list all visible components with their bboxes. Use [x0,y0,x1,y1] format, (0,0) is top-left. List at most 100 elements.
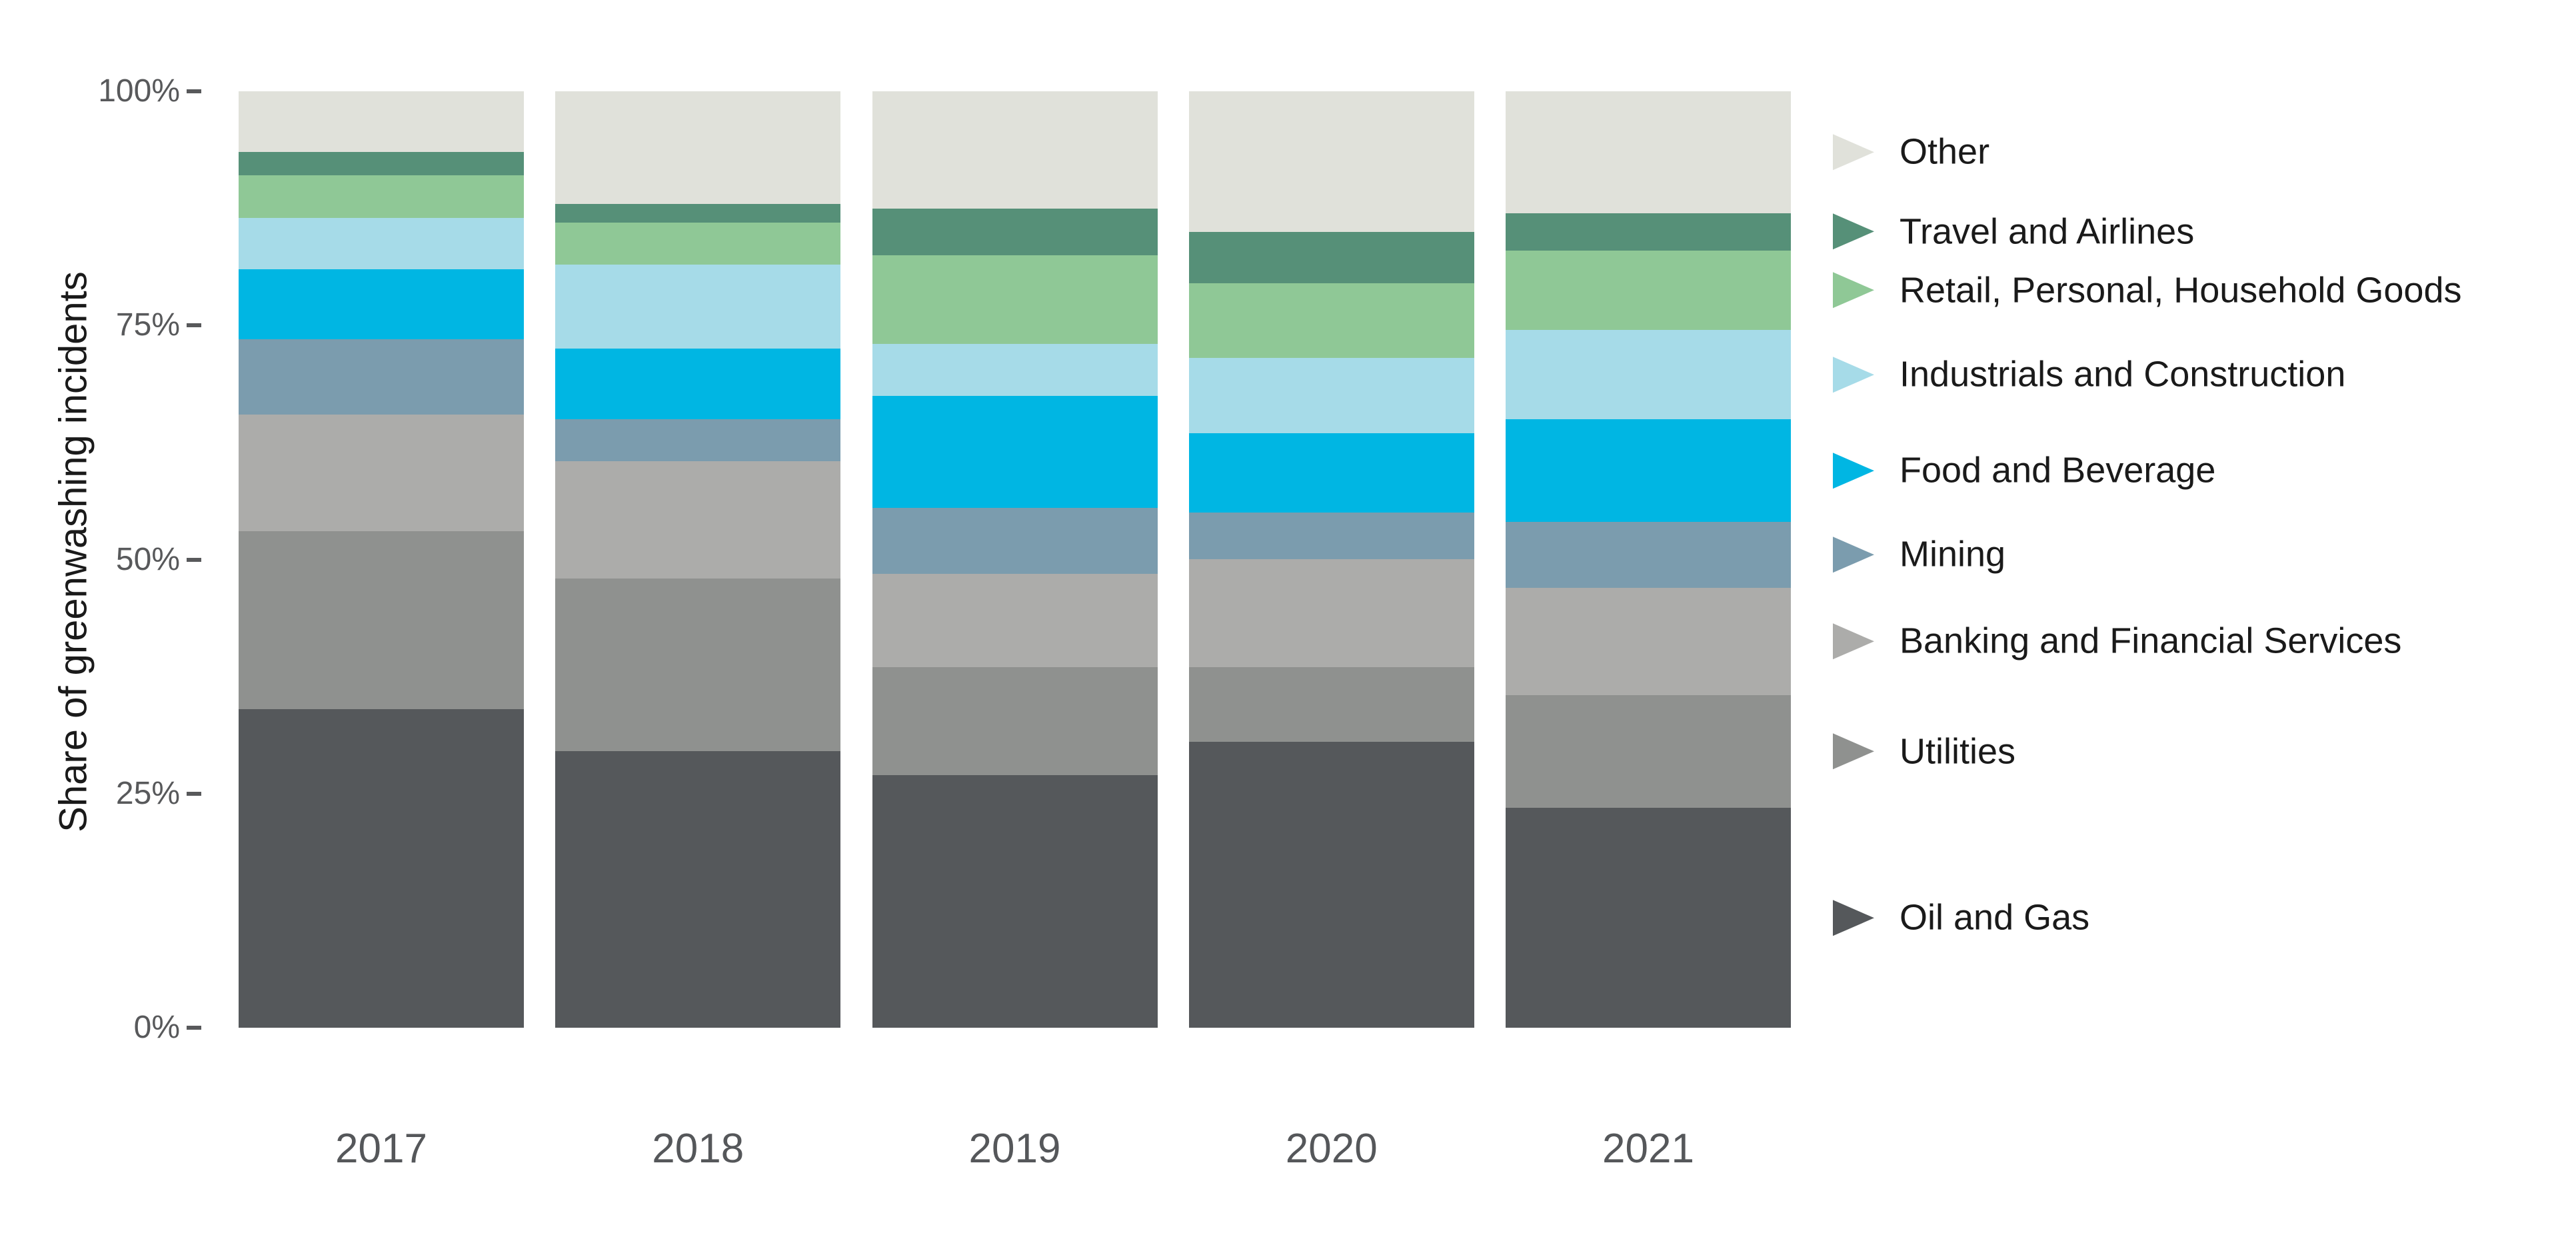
x-axis-label: 2017 [335,1126,427,1172]
bar-segment-other [1506,91,1791,213]
bar-segment-industrials-and-construction [555,264,841,349]
legend-label: Industrials and Construction [1900,354,2346,395]
legend-marker-triangle-icon [1833,537,1874,573]
bar-segment-retail-personal-household-goods [1506,250,1791,331]
plot-area [239,91,1791,1028]
bar-segment-food-and-beverage [1188,433,1474,513]
bar-segment-mining [872,508,1158,574]
legend-item-food-and-beverage: Food and Beverage [1833,450,2216,491]
bar-segment-mining [1506,522,1791,588]
bar-segment-banking-and-financial-services [239,414,524,532]
bar-segment-other [239,91,524,153]
y-tick-mark [187,557,201,562]
y-tick-mark [187,791,201,796]
legend-item-mining: Mining [1833,535,2005,575]
bar-2018 [555,91,841,1028]
legend-item-other: Other [1833,131,1990,172]
x-axis-label: 2021 [1602,1126,1694,1172]
bar-2019 [872,91,1158,1028]
legend: Other Travel and Airlines Retail, Personal… [1833,91,2574,1028]
bar-2021 [1506,91,1791,1028]
bar-segment-utilities [872,667,1158,775]
bar-segment-utilities [1188,667,1474,742]
legend-marker-triangle-icon [1833,213,1874,250]
y-tick-mark [187,323,201,328]
legend-item-retail-personal-household-goods: Retail, Personal, Household Goods [1833,269,2462,310]
bar-segment-travel-and-airlines [555,203,841,223]
legend-marker-triangle-icon [1833,134,1874,171]
legend-label: Travel and Airlines [1900,211,2195,252]
x-axis-label: 2018 [652,1126,744,1172]
bar-segment-oil-and-gas [1506,807,1791,1028]
y-axis-tick: 50% [115,541,201,577]
legend-label: Retail, Personal, Household Goods [1900,269,2462,310]
legend-marker-triangle-icon [1833,272,1874,309]
y-tick-label: 0% [133,1010,180,1045]
bar-segment-travel-and-airlines [239,152,524,176]
bar-segment-food-and-beverage [239,269,524,340]
bar-segment-banking-and-financial-services [872,573,1158,668]
legend-item-oil-and-gas: Oil and Gas [1833,897,2090,938]
legend-label: Oil and Gas [1900,897,2090,938]
y-tick-mark [187,89,201,93]
legend-item-industrials-and-construction: Industrials and Construction [1833,354,2346,395]
y-axis: 100% 75% 50% 25% 0% [0,75,201,1044]
bar-segment-banking-and-financial-services [1506,587,1791,696]
y-axis-tick: 25% [115,775,201,811]
bar-segment-industrials-and-construction [1506,330,1791,419]
legend-item-utilities: Utilities [1833,730,2016,771]
legend-item-banking-and-financial-services: Banking and Financial Services [1833,621,2402,661]
bar-segment-other [555,91,841,204]
legend-item-travel-and-airlines: Travel and Airlines [1833,211,2195,252]
y-tick-label: 100% [98,73,180,109]
bar-segment-oil-and-gas [1188,742,1474,1028]
y-axis-tick: 75% [116,309,201,341]
legend-marker-triangle-icon [1833,623,1874,660]
legend-label: Other [1900,131,1990,172]
legend-marker-triangle-icon [1833,733,1874,770]
bar-segment-oil-and-gas [555,751,841,1028]
legend-label: Banking and Financial Services [1900,621,2402,661]
y-tick-label: 75% [115,307,180,343]
bar-segment-banking-and-financial-services [1188,559,1474,668]
legend-marker-triangle-icon [1833,356,1874,393]
bar-segment-mining [239,339,524,415]
legend-label: Utilities [1900,730,2016,771]
bar-segment-utilities [1506,695,1791,808]
bar-segment-food-and-beverage [872,395,1158,509]
y-axis-tick: 0% [134,1012,201,1044]
bar-segment-oil-and-gas [239,709,524,1028]
legend-marker-triangle-icon [1833,899,1874,936]
y-tick-label: 50% [115,541,180,577]
bar-segment-mining [1188,513,1474,560]
bar-segment-mining [555,419,841,461]
bar-segment-industrials-and-construction [239,217,524,269]
legend-label: Mining [1900,534,2006,575]
bar-segment-other [1188,91,1474,232]
bar-segment-food-and-beverage [555,349,841,419]
bar-segment-retail-personal-household-goods [1188,283,1474,359]
bar-segment-retail-personal-household-goods [872,255,1158,345]
bar-segment-banking-and-financial-services [555,461,841,579]
x-axis-label: 2019 [968,1126,1061,1172]
bar-segment-travel-and-airlines [872,208,1158,255]
bar-segment-industrials-and-construction [872,344,1158,396]
bar-2020 [1188,91,1474,1028]
bar-segment-retail-personal-household-goods [555,222,841,265]
y-tick-label: 25% [115,775,180,811]
x-axis: 2017 2018 2019 2020 2021 [239,1125,1791,1172]
bar-segment-industrials-and-construction [1188,358,1474,433]
bar-segment-oil-and-gas [872,774,1158,1028]
bar-segment-retail-personal-household-goods [239,175,524,218]
y-tick-mark [187,1026,201,1030]
bar-2017 [239,91,524,1028]
bar-segment-food-and-beverage [1506,419,1791,523]
y-axis-tick: 100% [98,75,201,107]
x-axis-label: 2020 [1285,1126,1378,1172]
bar-segment-other [872,91,1158,209]
legend-label: Food and Beverage [1900,450,2216,491]
bar-segment-travel-and-airlines [1188,231,1474,284]
legend-marker-triangle-icon [1833,453,1874,489]
bar-segment-travel-and-airlines [1506,213,1791,251]
